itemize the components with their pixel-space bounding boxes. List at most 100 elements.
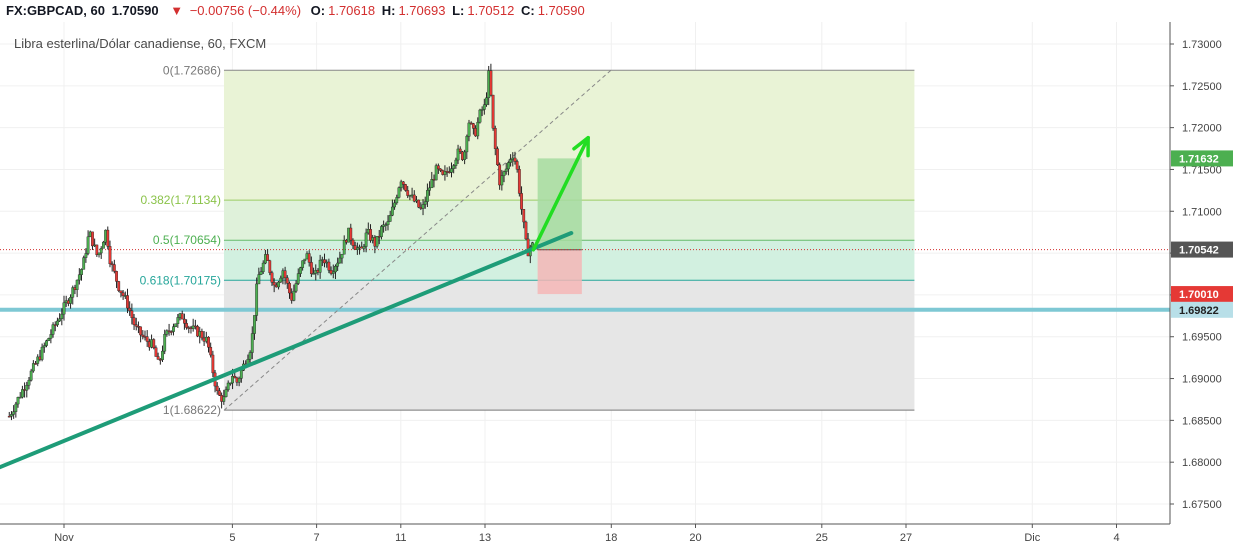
candle-body [340, 253, 344, 259]
x-tick-label: 5 [229, 532, 235, 544]
candle-body [428, 187, 431, 191]
candle-body [388, 215, 392, 222]
candle-body [509, 159, 512, 163]
candle-body [134, 324, 138, 327]
candle-body [259, 271, 263, 275]
x-tick-label: 18 [605, 532, 617, 544]
price-badge-label: 1.71632 [1179, 153, 1219, 165]
candle-body [496, 148, 499, 165]
candle-body [296, 273, 300, 284]
candle-body [237, 378, 241, 383]
candle-body [12, 411, 16, 415]
x-tick-label: 4 [1113, 532, 1119, 544]
candle-body [161, 350, 164, 360]
candle-body [200, 331, 204, 339]
candle-body [303, 258, 307, 261]
candle-body [430, 179, 434, 189]
candle-body [115, 271, 118, 282]
candle-body [434, 165, 438, 181]
down-arrow-icon: ▼ [170, 3, 184, 18]
candle-body [34, 363, 37, 365]
candle-body [465, 136, 469, 153]
price-badge-label: 1.70542 [1179, 245, 1219, 257]
y-tick-label: 1.71000 [1182, 206, 1222, 218]
candle-body [336, 262, 340, 267]
y-tick-label: 1.69000 [1182, 374, 1222, 386]
candle-body [14, 403, 18, 412]
candle-body [498, 164, 502, 186]
symbol-label[interactable]: FX:GBPCAD, 60 [6, 3, 105, 18]
candle-body [491, 94, 495, 129]
candle-body [493, 128, 497, 149]
candle-body [272, 282, 276, 286]
x-tick-label: 20 [689, 532, 701, 544]
candle-body [176, 317, 180, 324]
candle-body [456, 148, 460, 161]
candle-body [450, 168, 453, 173]
candle-body [60, 313, 64, 319]
candle-body [99, 248, 103, 254]
uptrend-line[interactable] [0, 231, 574, 508]
candle-body [97, 252, 101, 256]
candle-body [463, 151, 467, 160]
fib-zone [223, 280, 915, 411]
candle-body [399, 181, 403, 188]
stop-zone[interactable] [537, 249, 582, 295]
y-tick-label: 1.68000 [1182, 457, 1222, 469]
candle-body [458, 148, 462, 153]
price-badge-label: 1.70010 [1179, 289, 1219, 301]
candle-body [47, 338, 51, 341]
candle-body [397, 187, 401, 198]
candle-body [29, 370, 33, 381]
candle-body [384, 224, 388, 226]
candle-body [364, 232, 368, 247]
candle-body [406, 190, 410, 196]
x-tick-label: Nov [54, 532, 74, 544]
y-tick-label: 1.72000 [1182, 123, 1222, 135]
candle-body [180, 313, 184, 320]
target-zone[interactable] [537, 158, 582, 250]
x-tick-label: Dic [1024, 532, 1040, 544]
candle-body [301, 260, 305, 268]
candle-body [482, 104, 486, 110]
candle-body [91, 231, 94, 247]
candle-body [279, 277, 283, 283]
candle-body [108, 246, 112, 265]
candle-body [86, 236, 90, 254]
price-axis[interactable] [1170, 22, 1234, 524]
candle-body [154, 347, 158, 357]
candle-body [18, 396, 22, 399]
high-label: H: [381, 3, 396, 18]
candle-body [327, 261, 331, 271]
low-value: 1.70512 [467, 3, 515, 18]
y-tick-label: 1.67500 [1182, 499, 1222, 511]
candle-body [102, 241, 105, 249]
candle-body [507, 162, 510, 170]
candle-body [362, 246, 366, 249]
candle-body [58, 318, 62, 322]
projection-arrow[interactable] [531, 135, 590, 252]
close-value: 1.70590 [537, 3, 585, 18]
x-tick-label: 7 [314, 532, 320, 544]
candle-body [517, 169, 521, 194]
candle-body [158, 359, 162, 361]
candle-body [401, 181, 405, 185]
candle-body [75, 279, 79, 290]
candle-body [318, 259, 322, 273]
y-tick-label: 1.73000 [1182, 39, 1222, 51]
candle-body [478, 109, 482, 123]
candle-body [270, 272, 274, 283]
low-label: L: [452, 3, 465, 18]
candle-body [69, 297, 72, 304]
candle-body [218, 390, 221, 396]
candle-body [183, 318, 186, 324]
y-tick-label: 1.68500 [1182, 415, 1222, 427]
candle-body [141, 334, 145, 337]
fib-level-label: 0.382(1.71134) [140, 193, 221, 207]
candle-body [312, 273, 315, 275]
candle-body [128, 307, 132, 312]
candle-body [42, 345, 46, 348]
candle-body [152, 339, 156, 348]
fib-level-label: 0(1.72686) [163, 63, 221, 77]
